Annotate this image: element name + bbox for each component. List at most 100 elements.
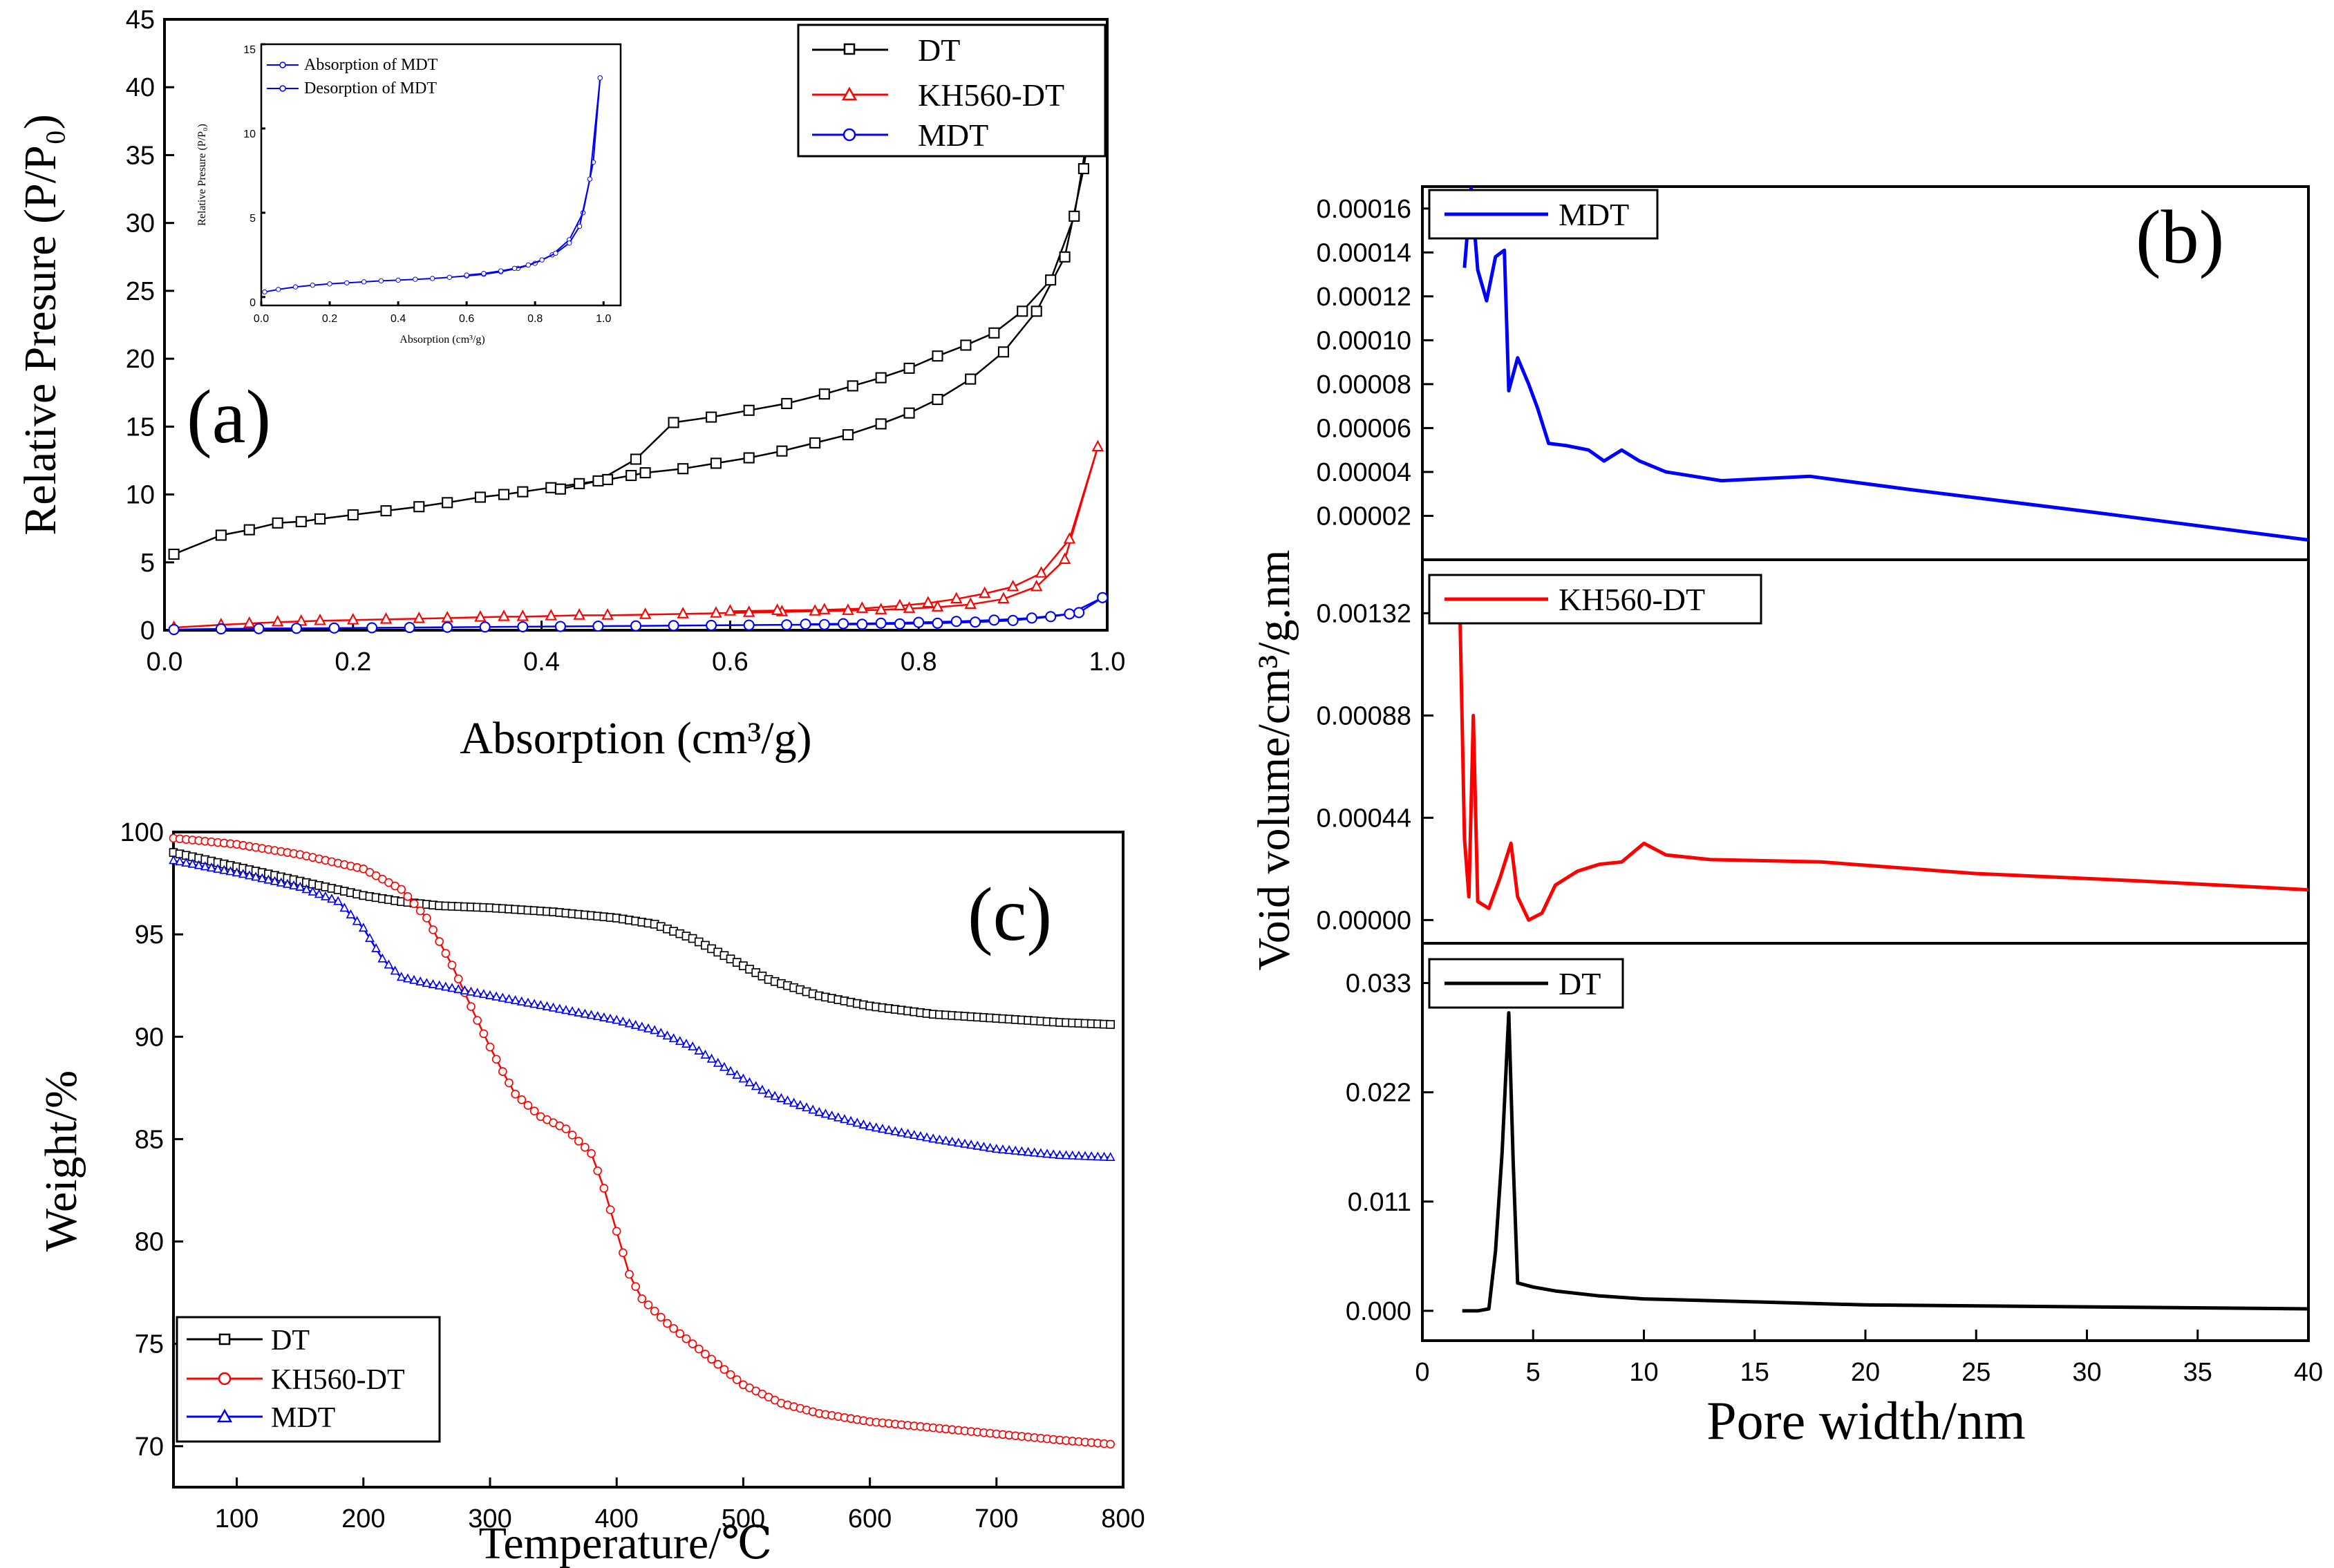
panel-c-data-point — [1106, 1020, 1116, 1029]
panel-a-data-point — [743, 404, 755, 416]
panel-c-data-point — [852, 1117, 863, 1127]
panel-c-data-point — [833, 1112, 843, 1122]
panel-a-data-point — [442, 497, 453, 509]
panel-c-data-point — [409, 974, 419, 984]
panel-a-data-point — [271, 614, 284, 627]
panel-c-data-point — [409, 899, 419, 909]
panel-a-data-point — [988, 614, 1000, 626]
panel-c-data-point — [706, 1053, 717, 1063]
panel-a-inset-data-point — [378, 278, 384, 284]
panel-a-inset-x-tick-label: 0.4 — [390, 313, 406, 325]
panel-a-x-tick-label: 0.6 — [712, 648, 749, 677]
panel-c-data-point — [656, 1312, 666, 1322]
panel-a-inset-data-point — [413, 276, 418, 282]
panel-c-data-point — [738, 1073, 749, 1083]
panel-c-legend-marker-dt — [218, 1333, 231, 1345]
panel-a-data-point — [969, 616, 981, 628]
panel-c-data-point — [643, 1301, 653, 1310]
panel-c-data-point — [669, 1324, 678, 1333]
panel-a-data-point — [818, 618, 830, 630]
panel-c-data-point — [688, 1041, 697, 1051]
panel-a-data-point — [517, 486, 529, 498]
panel-c-data-point — [181, 857, 191, 867]
panel-a-inset-data-point — [525, 262, 531, 268]
panel-a-data-point — [668, 620, 679, 632]
panel-a-data-point — [625, 470, 637, 482]
panel-c-tga-chart: 100 200 300 400 500 600 700 800 70 75 80 85 90 95100 … — [36, 818, 1145, 1568]
panel-c-data-point — [574, 1137, 583, 1146]
panel-a-data-point — [922, 596, 934, 608]
panel-a-data-point — [875, 617, 887, 629]
panel-c-data-point — [466, 986, 476, 996]
panel-c-data-point — [479, 1029, 489, 1039]
panel-a-data-point — [498, 610, 510, 621]
panel-c-data-point — [662, 1030, 672, 1040]
panel-c-data-point — [675, 1036, 685, 1046]
panel-a-inset-data-point — [464, 272, 469, 278]
panel-a-data-point — [380, 505, 392, 517]
panel-c-data-point — [694, 1344, 704, 1354]
panel-a-data-point — [1030, 579, 1043, 592]
panel-c-y-tick-label: 95 — [135, 920, 164, 950]
panel-c-data-point — [554, 1003, 565, 1013]
panel-c-data-point — [358, 923, 368, 932]
panel-c-data-point — [377, 953, 388, 963]
panel-b-sub0-y-tick-label: 0.00010 — [1317, 326, 1411, 355]
panel-c-data-point — [846, 1115, 856, 1125]
panel-a-data-point — [168, 623, 180, 636]
panel-c-data-point — [441, 981, 451, 991]
panel-a-x-tick-label: 0.2 — [335, 648, 371, 677]
panel-a-data-point — [856, 601, 869, 613]
panel-c-data-point — [694, 1045, 704, 1055]
panel-c-data-point — [403, 891, 413, 901]
panel-c-data-point — [542, 1001, 552, 1010]
panel-c-data-point — [1099, 1151, 1109, 1161]
panel-c-x-tick-label: 300 — [468, 1504, 511, 1533]
panel-c-data-point — [896, 1127, 907, 1137]
panel-c-data-point — [605, 1205, 615, 1214]
panel-c-data-point — [1004, 1144, 1014, 1154]
panel-c-data-point — [675, 1329, 685, 1339]
panel-a-inset-data-point — [344, 280, 350, 286]
panel-b-sub1-y-tick-label: 0.00000 — [1317, 906, 1411, 935]
panel-a-data-point — [874, 603, 887, 614]
panel-a-legend-label-kh560: KH560-DT — [918, 77, 1064, 113]
panel-b-x-tick-label: 0 — [1415, 1358, 1429, 1387]
panel-c-data-point — [701, 1350, 710, 1359]
panel-a-series — [167, 68, 1109, 636]
panel-a-legend: DT KH560-DT MDT — [797, 23, 1107, 158]
panel-c-data-point — [814, 1106, 825, 1116]
panel-c-data-point — [732, 1069, 742, 1079]
panel-a-data-point — [668, 417, 679, 428]
panel-a-series-line-1 — [173, 446, 1099, 629]
panel-a-data-point — [950, 616, 962, 627]
panel-a-inset-series — [262, 75, 603, 295]
panel-c-label: (c) — [968, 872, 1052, 956]
panel-c-data-point — [232, 867, 242, 877]
panel-a-y-tick-label: 30 — [126, 209, 155, 238]
panel-c-data-point — [599, 1012, 609, 1021]
panel-c-data-point — [333, 896, 343, 905]
panel-a-data-point — [706, 411, 717, 423]
panel-c-data-point — [422, 914, 431, 923]
panel-a-data-point — [243, 524, 255, 536]
panel-a-data-point — [894, 598, 906, 610]
panel-c-data-point — [619, 1248, 628, 1258]
panel-c-data-point — [251, 871, 261, 881]
panel-c-data-point — [713, 1359, 723, 1369]
panel-c-data-point — [365, 932, 375, 943]
panel-a-x-axis-title: Absorption (cm³/g) — [460, 713, 811, 764]
panel-a-data-point — [842, 603, 854, 615]
panel-a-y-tick-label: 40 — [126, 73, 155, 102]
panel-b-x-tick-label: 5 — [1526, 1358, 1541, 1387]
panel-c-data-point — [485, 990, 495, 999]
panel-a-data-point — [950, 592, 963, 604]
panel-c-data-point — [453, 984, 464, 994]
panel-b-sub0-y-tick-label: 0.00004 — [1317, 458, 1411, 487]
panel-c-data-point — [732, 1375, 742, 1384]
panel-a-data-point — [743, 619, 755, 631]
panel-c-data-point — [352, 916, 362, 925]
panel-c-data-point — [169, 855, 178, 865]
panel-a-data-point — [1077, 163, 1089, 175]
